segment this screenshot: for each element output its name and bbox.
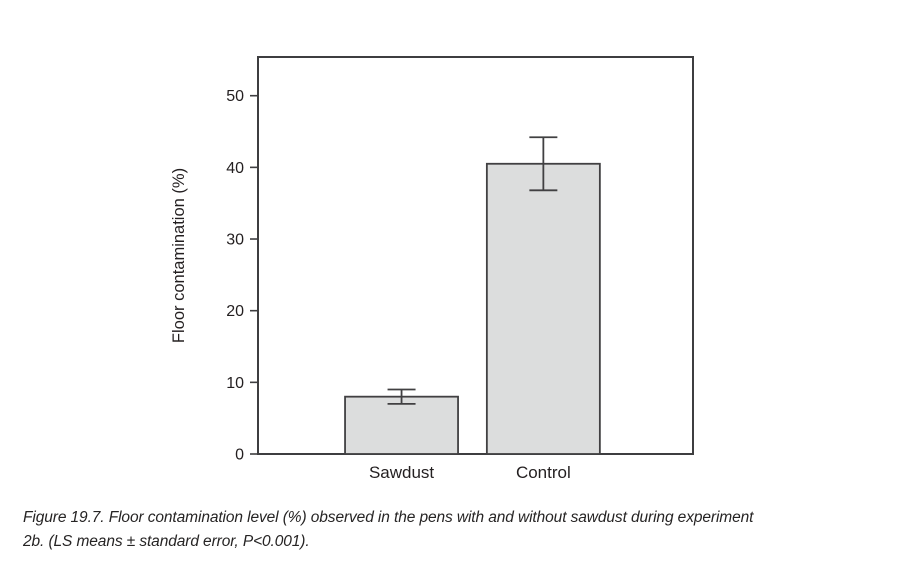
y-tick-label: 50: [226, 88, 244, 105]
chart-svg: 0 10 20 30 40 50 Floor contamination (%) Sawdus…: [170, 56, 694, 482]
y-tick-label: 10: [226, 375, 244, 392]
figure-caption: Figure 19.7. Floor contamination level (…: [23, 506, 903, 554]
y-tick-label: 30: [226, 232, 244, 249]
bar-chart: 0 10 20 30 40 50 Floor contamination (%) Sawdus…: [170, 56, 694, 482]
y-tick-label: 0: [235, 447, 244, 464]
y-axis-title: Floor contamination (%): [170, 168, 188, 343]
y-tick-label: 40: [226, 160, 244, 177]
bar-sawdust: [344, 395, 459, 455]
bar-control: [485, 162, 601, 455]
y-tick-label: 20: [226, 303, 244, 320]
caption-line-2: 2b. (LS means ± standard error, P<0.001)…: [23, 533, 310, 550]
caption-line-1: Figure 19.7. Floor contamination level (…: [23, 509, 754, 526]
plot-frame: [257, 56, 694, 455]
x-category-label: Sawdust: [369, 463, 434, 482]
x-category-label: Control: [516, 463, 571, 482]
